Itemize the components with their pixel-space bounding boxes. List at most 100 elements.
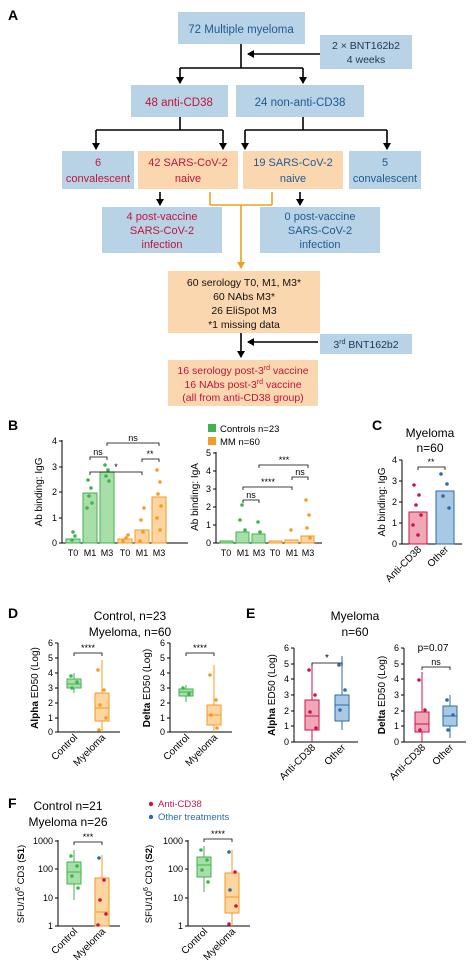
iga-sig-label: ns: [295, 467, 305, 477]
d-point: [181, 686, 185, 690]
box-serology: [168, 271, 320, 333]
iga-point: [240, 503, 244, 507]
box-pv4-l3: infection: [142, 239, 183, 251]
box-serology-l3: 26 EliSpot M3: [211, 305, 277, 317]
e-delta-yticks: 0 1 2 3 4 5 6: [394, 643, 404, 747]
c-point: [416, 533, 420, 537]
igg-xlabel: M3: [153, 548, 166, 558]
igg-axes: [61, 440, 188, 544]
f-point: [69, 854, 73, 858]
iga-ytick: 5: [206, 448, 211, 458]
legend-controls-label: Controls n=23: [220, 424, 279, 435]
iga-point: [256, 520, 260, 524]
panel-c-title1: Myeloma: [406, 426, 455, 440]
e-ytick: 2: [394, 706, 399, 716]
c-bar-anti: [408, 511, 428, 545]
panel-a-letter: A: [8, 7, 18, 23]
f-point: [104, 912, 108, 916]
box-total: [178, 12, 305, 44]
box-pv0-l2: SARS-CoV-2: [288, 225, 352, 237]
panel-a: A 72 Mu: [8, 7, 421, 406]
f-point: [97, 856, 101, 860]
f-point: [228, 888, 232, 892]
box-pv0-l1: 0 post-vaccine: [285, 211, 356, 223]
e-point: [338, 708, 342, 712]
panel-b-letter: B: [8, 417, 18, 433]
e-delta-boxes: [414, 672, 458, 742]
box-pv0: [260, 207, 380, 253]
e-point: [313, 693, 317, 697]
d-ytick: 2: [48, 698, 53, 708]
e-ytick: 6: [284, 643, 289, 653]
igg-sig-label: **: [146, 449, 154, 459]
igg-point: [141, 530, 145, 534]
f-s2-sig-bracket: [203, 838, 233, 842]
box-pv4: [102, 207, 222, 253]
e-alpha-sig-label: *: [325, 653, 329, 664]
legend-anti-label: Anti-CD38: [158, 799, 202, 810]
iga-bars: [219, 531, 315, 544]
d-point: [96, 668, 100, 672]
c-points: [411, 472, 451, 537]
e-ytick: 5: [284, 659, 289, 669]
f-s1-axes: [57, 840, 120, 927]
igg-bar-ctrl-m3: [99, 471, 115, 544]
panel-b-legend: Controls n=23 MM n=60: [208, 424, 279, 448]
igg-xlabel: M1: [84, 548, 97, 558]
box-anti-cd38-label: 48 anti-CD38: [145, 97, 213, 109]
iga-sig-label: ns: [246, 490, 256, 500]
f-s2-points: [199, 848, 238, 926]
iga-sig-label: ****: [261, 477, 276, 487]
igg-points: [70, 463, 163, 543]
d-delta-boxes: [178, 665, 222, 732]
box-non-anti: [236, 85, 364, 117]
e-alpha-points: [307, 663, 347, 730]
box-conv5-l1: 5: [382, 157, 388, 169]
iga-sig-labels: ns *** **** ns: [246, 455, 305, 500]
box-conv5: [349, 151, 421, 189]
iga-bar-mm-t0: [268, 540, 283, 544]
e-delta-sig-label: ns: [431, 657, 441, 667]
iga-point: [304, 498, 308, 502]
f-point: [234, 904, 238, 908]
f-s1-ylabel: SFU/106 CD3 (S1): [15, 845, 27, 923]
box-post-third: [168, 360, 318, 406]
box-pv4-l2: SARS-CoV-2: [130, 225, 194, 237]
panel-e-title2: n=60: [341, 625, 368, 639]
iga-point: [308, 536, 312, 540]
c-point: [414, 503, 418, 507]
box-naive19-l2: naive: [280, 173, 306, 185]
panel-e: E Myeloma n=60 p=0.07 0 1 2 3 4 5 6 Alph…: [246, 605, 466, 783]
panel-e-letter: E: [246, 605, 255, 621]
igg-point: [155, 516, 159, 520]
legend-other-label: Other treatments: [158, 812, 230, 823]
e-point: [423, 708, 427, 712]
panel-f-title2: Myeloma n=26: [28, 815, 107, 829]
c-xlabel-other: Other: [426, 544, 452, 570]
iga-point: [258, 530, 262, 534]
d-point: [102, 688, 106, 692]
flow-lines: [92, 44, 391, 358]
iga-sig-label: ***: [279, 455, 290, 465]
box-post-third-l2: 16 NAbs post-3rd vaccine: [184, 379, 301, 391]
iga-point: [289, 528, 293, 532]
e-point: [308, 710, 312, 714]
d-point: [187, 692, 191, 696]
e-point: [417, 678, 421, 682]
f-ytick: 10: [43, 893, 53, 903]
f-s2-ylabel: SFU/106 CD3 (S2): [143, 845, 155, 923]
c-xlabel-anti: Anti-CD38: [384, 544, 425, 585]
igg-ytick: 0: [52, 538, 57, 548]
box-post-third-l1: 16 serology post-3rd vaccine: [177, 365, 308, 377]
panel-d-title2: Myeloma, n=60: [89, 625, 172, 639]
e-delta-ylabel: Delta ED50 (Log): [377, 656, 388, 734]
d-alpha-points: [69, 668, 108, 732]
box-dose-l1: 2 × BNT162b2: [332, 40, 400, 52]
f-s2-yticks: 1 10 100 1000: [163, 836, 188, 931]
c-ytick: 2: [392, 497, 397, 507]
e-delta-xlabel-other: Other: [431, 742, 457, 768]
f-s2-boxes: [196, 846, 240, 926]
e-alpha-box-anti: [304, 699, 320, 731]
f-s1-points: [69, 854, 108, 927]
box-conv6-l2: convalescent: [66, 173, 130, 185]
